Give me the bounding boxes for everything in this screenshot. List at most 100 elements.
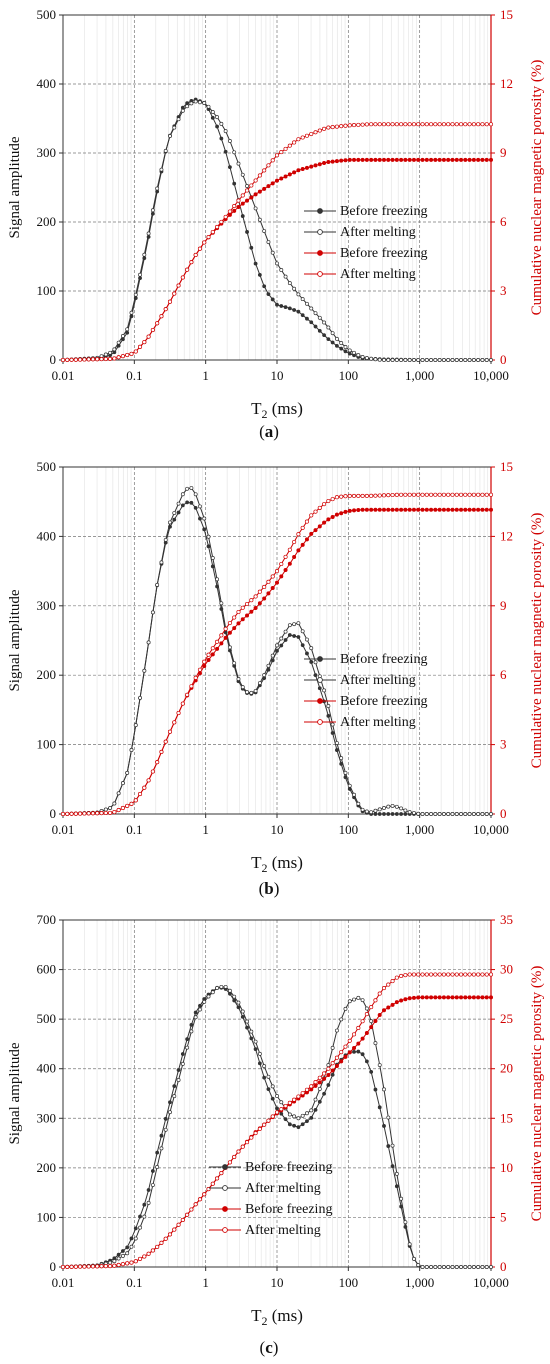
y-right-tick-label: 5 xyxy=(500,1209,507,1224)
y-left-tick-label: 300 xyxy=(37,598,57,613)
data-point xyxy=(390,1002,395,1007)
data-point xyxy=(326,325,331,330)
data-point xyxy=(309,1115,314,1120)
data-point xyxy=(373,1041,378,1046)
data-point xyxy=(390,803,395,808)
data-point xyxy=(433,812,438,816)
data-point xyxy=(420,358,425,362)
y-left-tick-label: 500 xyxy=(37,459,57,474)
data-point xyxy=(206,544,211,549)
data-point xyxy=(360,998,365,1003)
legend-label: Before freezing xyxy=(245,1160,332,1175)
data-point xyxy=(416,358,421,362)
data-point xyxy=(180,701,185,706)
data-point xyxy=(176,510,181,515)
data-point xyxy=(424,507,429,512)
data-point xyxy=(450,507,455,512)
data-point xyxy=(480,157,485,162)
x-tick-label: 10,000 xyxy=(473,1275,509,1290)
data-point xyxy=(446,507,451,512)
data-point xyxy=(73,811,78,816)
data-point xyxy=(240,617,245,622)
legend-marker xyxy=(317,677,323,683)
data-point xyxy=(193,1015,198,1020)
data-point xyxy=(245,198,250,203)
data-point xyxy=(279,561,284,567)
data-point xyxy=(339,756,344,761)
data-point xyxy=(176,501,181,506)
data-point xyxy=(249,245,254,250)
data-point xyxy=(390,507,395,512)
data-point xyxy=(386,507,391,512)
data-point xyxy=(334,124,339,129)
legend-label: Before freezing xyxy=(340,246,427,261)
data-point xyxy=(296,532,301,537)
data-point xyxy=(253,261,258,266)
data-point xyxy=(292,622,297,627)
data-point xyxy=(458,492,464,497)
data-point xyxy=(279,636,284,641)
data-point xyxy=(450,995,455,1000)
data-point xyxy=(489,1265,493,1269)
data-point xyxy=(399,973,404,979)
data-point xyxy=(210,229,215,235)
data-point xyxy=(390,812,395,816)
data-point xyxy=(223,149,228,154)
data-point xyxy=(433,972,438,977)
data-point xyxy=(283,1117,288,1122)
data-point xyxy=(334,1055,339,1060)
data-point xyxy=(120,1253,125,1258)
data-point xyxy=(373,998,378,1003)
data-point xyxy=(305,1119,309,1124)
data-point xyxy=(463,157,468,162)
data-point xyxy=(197,246,203,251)
data-point xyxy=(416,995,421,1000)
data-point xyxy=(364,122,369,127)
data-point xyxy=(180,105,185,110)
data-point xyxy=(489,812,493,816)
data-point xyxy=(292,170,297,175)
data-point xyxy=(369,1019,374,1024)
data-point xyxy=(459,1265,463,1269)
y-right-tick-label: 15 xyxy=(500,459,513,474)
data-point xyxy=(369,493,374,498)
data-point xyxy=(287,547,292,552)
legend-label: Before freezing xyxy=(340,694,427,709)
data-point xyxy=(129,1244,134,1249)
data-point xyxy=(262,229,267,234)
data-point xyxy=(330,731,335,735)
data-point xyxy=(347,493,352,498)
data-point xyxy=(159,560,164,565)
data-point xyxy=(240,1009,245,1014)
data-point xyxy=(467,812,472,816)
data-point xyxy=(377,812,382,816)
data-point xyxy=(189,1207,194,1212)
data-point xyxy=(471,492,476,497)
data-point xyxy=(458,972,464,977)
data-point xyxy=(210,646,215,651)
data-point xyxy=(416,492,421,497)
y-right-tick-label: 6 xyxy=(500,667,507,682)
data-point xyxy=(364,1012,369,1017)
data-point xyxy=(446,358,451,362)
data-point xyxy=(463,507,468,512)
data-point xyxy=(459,507,464,512)
data-point xyxy=(446,972,451,977)
data-point xyxy=(356,353,361,358)
data-point xyxy=(275,1106,279,1111)
data-point xyxy=(253,689,258,693)
data-point xyxy=(429,972,434,977)
x-axis-label: T2 (ms) xyxy=(251,399,303,421)
panel-caption-close: ) xyxy=(273,422,279,441)
data-point xyxy=(304,165,309,170)
data-point xyxy=(317,505,322,510)
data-point xyxy=(317,315,322,320)
data-point xyxy=(287,1100,292,1105)
data-point xyxy=(65,1264,70,1269)
data-point xyxy=(454,122,459,127)
data-point xyxy=(270,1096,275,1101)
series-2 xyxy=(61,486,493,816)
data-point xyxy=(433,1265,438,1269)
data-point xyxy=(232,994,237,999)
data-point xyxy=(454,1265,459,1269)
